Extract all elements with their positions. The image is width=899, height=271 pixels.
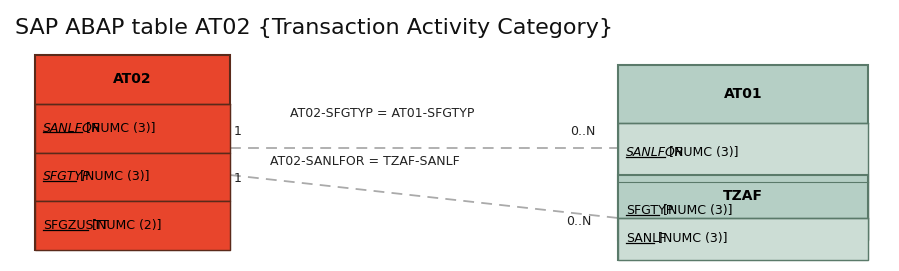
Text: AT02: AT02 <box>113 72 152 86</box>
Text: [NUMC (3)]: [NUMC (3)] <box>654 232 727 245</box>
Bar <box>618 218 868 260</box>
Text: [NUMC (3)]: [NUMC (3)] <box>76 170 150 183</box>
Bar <box>618 123 868 182</box>
Text: SAP ABAP table AT02 {Transaction Activity Category}: SAP ABAP table AT02 {Transaction Activit… <box>15 18 613 38</box>
Bar <box>618 65 868 240</box>
Text: [NUMC (3)]: [NUMC (3)] <box>665 146 739 159</box>
Text: SFGTYP: SFGTYP <box>626 204 673 217</box>
Text: [NUMC (3)]: [NUMC (3)] <box>82 122 156 135</box>
Bar <box>35 201 230 250</box>
Text: SANLFOR: SANLFOR <box>43 122 102 135</box>
Bar <box>35 153 230 201</box>
Text: 0..N: 0..N <box>570 125 595 138</box>
Text: AT01: AT01 <box>724 87 762 101</box>
Text: 1: 1 <box>234 172 242 185</box>
Text: SFGTYP: SFGTYP <box>43 170 91 183</box>
Text: 0..N: 0..N <box>566 215 592 228</box>
Text: AT02-SANLFOR = TZAF-SANLF: AT02-SANLFOR = TZAF-SANLF <box>270 155 459 168</box>
Bar <box>618 175 868 260</box>
Text: 1: 1 <box>234 125 242 138</box>
Text: SANLFOR: SANLFOR <box>626 146 684 159</box>
Text: AT02-SFGTYP = AT01-SFGTYP: AT02-SFGTYP = AT01-SFGTYP <box>290 107 475 120</box>
Text: SFGZUSTT: SFGZUSTT <box>43 219 109 232</box>
Text: SANLF: SANLF <box>626 232 666 245</box>
Text: [NUMC (2)]: [NUMC (2)] <box>87 219 161 232</box>
Text: TZAF: TZAF <box>723 189 763 203</box>
Bar <box>618 182 868 240</box>
Bar <box>35 104 230 153</box>
Bar <box>35 55 230 250</box>
Text: [NUMC (3)]: [NUMC (3)] <box>660 204 733 217</box>
